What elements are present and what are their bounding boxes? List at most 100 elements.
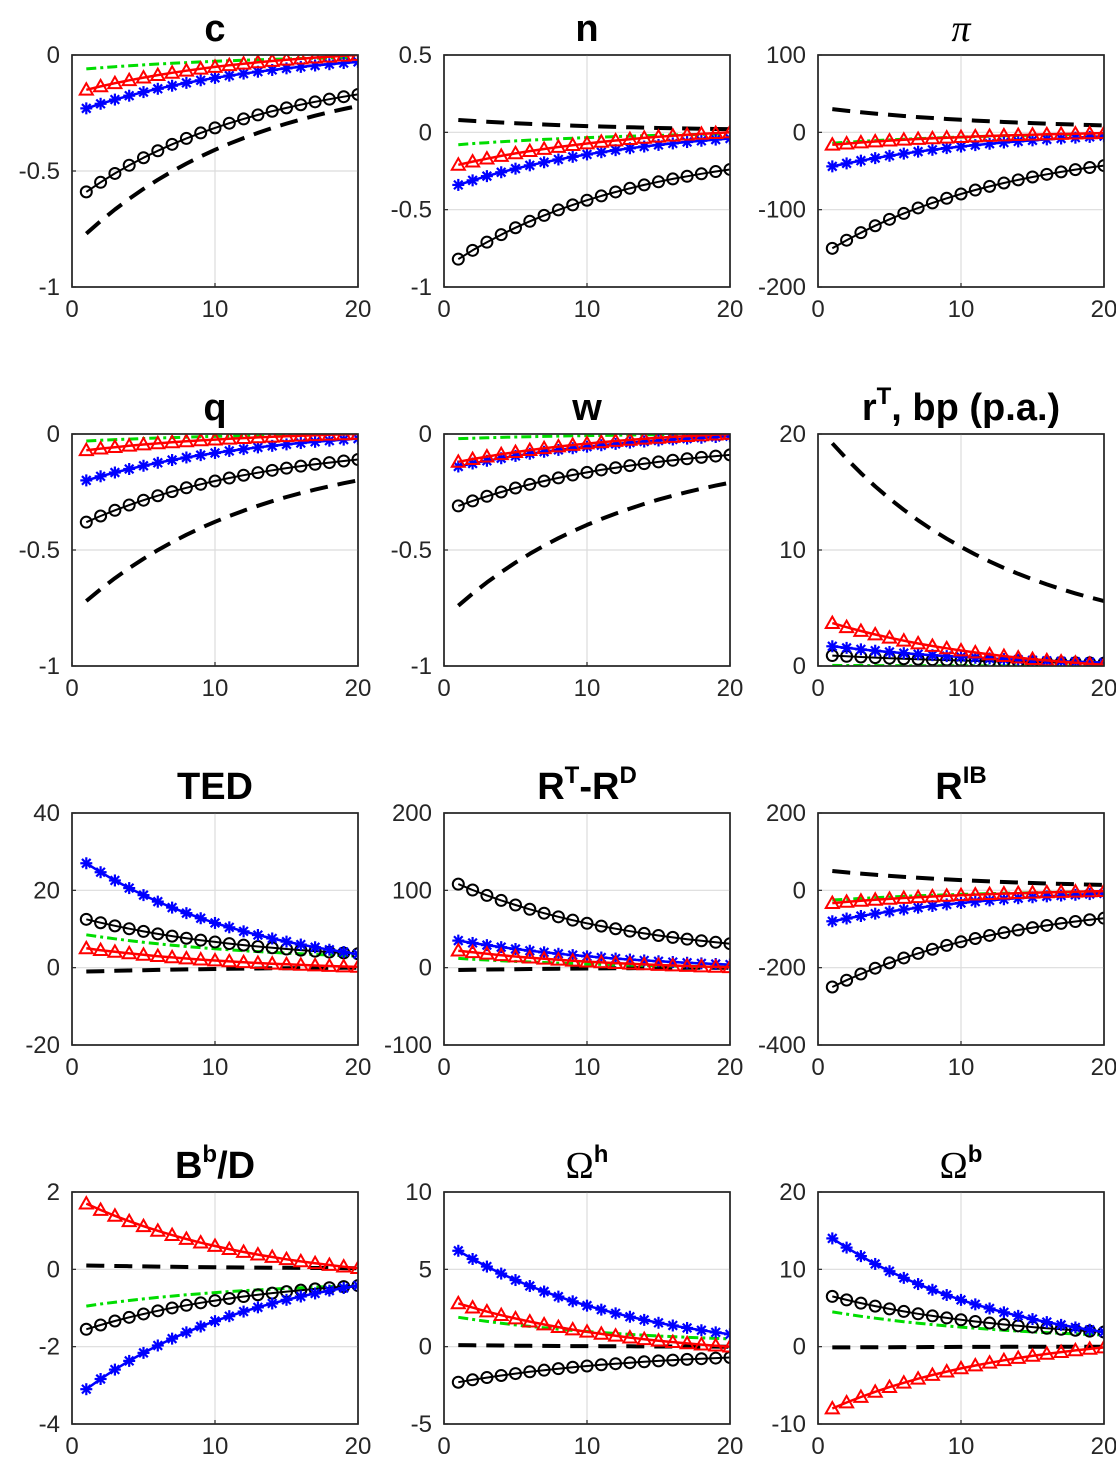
star-marker-10	[581, 148, 593, 161]
circle-marker-2	[94, 175, 108, 189]
star-marker-18	[323, 58, 336, 71]
triangle-marker-20	[1095, 882, 1104, 897]
star-marker-10	[581, 1299, 593, 1312]
circle-marker-14	[637, 457, 651, 471]
circle-marker-17	[680, 932, 694, 946]
series-line	[458, 949, 730, 969]
triangle-marker-5	[881, 1378, 898, 1393]
triangle-marker-15	[1024, 884, 1041, 899]
plot-area	[450, 877, 730, 974]
star-marker-13	[251, 929, 264, 942]
series-red-triangle	[78, 939, 358, 973]
triangle-marker-7	[535, 140, 553, 155]
triangle-marker-18	[1067, 1341, 1084, 1357]
star-marker-19	[337, 57, 350, 70]
triangle-marker-18	[321, 1256, 338, 1271]
star-marker-4	[869, 644, 882, 657]
triangle-marker-13	[995, 885, 1013, 900]
star-marker-3	[108, 1363, 121, 1376]
star-marker-12	[609, 1307, 622, 1320]
x-tick-label: 10	[948, 1054, 975, 1081]
triangle-marker-18	[693, 125, 710, 140]
panel-title: Ωh	[566, 1141, 609, 1187]
star-marker-13	[251, 65, 264, 78]
series-black-dashed	[84, 104, 358, 236]
triangle-marker-3	[852, 892, 870, 907]
series-line	[458, 965, 730, 972]
triangle-marker-16	[292, 55, 310, 65]
y-tick-label: 0	[47, 955, 60, 982]
circle-marker-6	[151, 144, 165, 158]
panel-title: RT-RD	[537, 762, 637, 808]
star-marker-17	[309, 941, 322, 954]
circle-marker-4	[494, 1368, 508, 1382]
star-marker-15	[280, 1293, 293, 1306]
circle-marker-20	[1097, 911, 1104, 925]
series-black-dashed	[86, 965, 358, 974]
triangle-marker-11	[967, 128, 984, 143]
star-marker-10	[955, 140, 967, 153]
triangle-marker-13	[621, 130, 639, 146]
series-black-circle	[825, 911, 1104, 994]
star-marker-5	[137, 86, 150, 99]
star-marker-1	[826, 640, 839, 653]
series-blue-star	[80, 1279, 358, 1396]
triangle-marker-9	[192, 1234, 209, 1249]
x-tick-label: 0	[437, 675, 450, 702]
triangle-marker-19	[335, 1258, 352, 1273]
circle-marker-20	[723, 162, 730, 176]
star-marker-19	[337, 1281, 350, 1294]
circle-marker-5	[137, 924, 150, 938]
triangle-marker-14	[1009, 126, 1027, 141]
triangle-marker-2	[838, 893, 855, 908]
triangle-marker-7	[163, 948, 181, 964]
triangle-marker-8	[550, 1318, 567, 1334]
triangle-marker-14	[263, 1248, 281, 1263]
circle-marker-14	[637, 926, 651, 940]
triangle-marker-15	[278, 955, 295, 971]
star-marker-9	[194, 1320, 207, 1333]
circle-marker-13	[997, 926, 1011, 940]
plot-area	[78, 1195, 358, 1396]
y-tick-label: 0	[419, 421, 432, 448]
triangle-marker-10	[206, 58, 224, 73]
triangle-marker-5	[507, 443, 524, 458]
circle-marker-18	[694, 934, 708, 948]
circle-marker-18	[1068, 163, 1082, 177]
circle-marker-7	[537, 474, 551, 488]
star-marker-18	[1069, 1321, 1082, 1334]
triangle-marker-2	[838, 618, 855, 634]
star-marker-11	[969, 895, 982, 908]
star-marker-12	[983, 137, 996, 150]
triangle-marker-1	[450, 1294, 467, 1310]
circle-marker-8	[551, 910, 565, 924]
circle-marker-19	[709, 165, 723, 179]
star-marker-9	[194, 74, 207, 87]
series-line	[85, 458, 358, 524]
series-red-triangle	[450, 123, 730, 171]
triangle-marker-16	[664, 434, 682, 443]
circle-marker-14	[265, 463, 279, 477]
triangle-marker-5	[135, 436, 152, 451]
circle-marker-9	[566, 198, 580, 212]
x-tick-label: 0	[437, 1054, 450, 1081]
star-marker-18	[323, 943, 336, 956]
triangle-marker-6	[895, 889, 913, 904]
star-marker-7	[912, 1278, 925, 1291]
series-black-dashed	[830, 441, 1104, 603]
series-line	[84, 104, 358, 236]
subplot-3: 0 10 20 -200 -100 0 100 π	[758, 8, 1116, 323]
star-marker-20	[724, 132, 730, 145]
star-marker-19	[709, 133, 722, 146]
triangle-marker-3	[478, 945, 496, 960]
x-tick-label: 0	[65, 1054, 78, 1081]
star-marker-16	[666, 1319, 679, 1332]
triangle-marker-14	[1009, 884, 1027, 900]
triangle-marker-10	[206, 952, 224, 967]
star-marker-7	[912, 145, 925, 158]
y-tick-label: 0	[793, 653, 806, 680]
triangle-marker-6	[895, 131, 913, 146]
star-marker-3	[480, 1260, 493, 1273]
star-marker-2	[94, 97, 107, 110]
triangle-marker-12	[235, 434, 252, 444]
